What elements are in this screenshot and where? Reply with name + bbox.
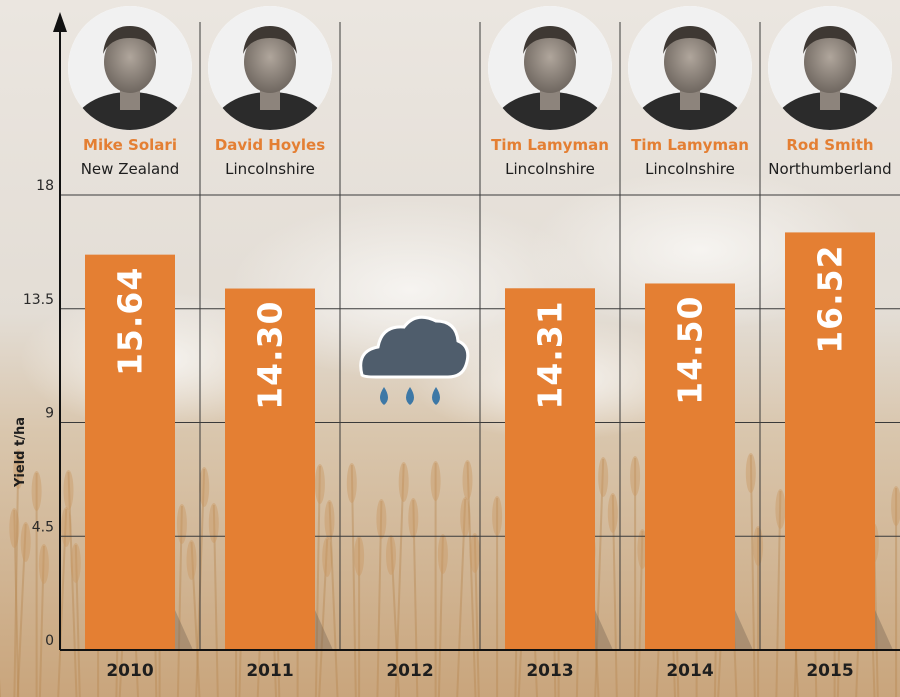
y-tick-label: 9 [45,406,54,422]
person-location: Northumberland [768,160,891,178]
person-card: Mike Solari New Zealand [68,6,192,178]
person-card: Tim Lamyman Lincolnshire [628,6,752,178]
x-tick-label: 2010 [106,661,153,681]
person-location: New Zealand [81,160,180,178]
portrait-photo [768,6,892,130]
portrait-photo [208,6,332,130]
bar-value-label: 14.31 [531,300,570,409]
y-tick-label: 0 [45,633,54,649]
bar-shadow [875,610,893,650]
x-axis-labels: 2010 2011 2012 2013 2014 2015 [106,661,853,681]
y-tick-label: 4.5 [32,519,54,535]
y-axis-arrow-icon [53,12,67,32]
bar-shadow [175,610,193,650]
person-card: Rod Smith Northumberland [768,6,892,178]
bar-group: 16.52 [785,232,893,650]
person-name: Tim Lamyman [631,136,749,154]
y-axis-label: Yield t/ha [13,417,28,488]
portrait-photo [488,6,612,130]
x-tick-label: 2015 [806,661,853,681]
bar [225,288,315,650]
people-row: Mike Solari New Zealand David Hoyles Lincol… [68,6,892,178]
person-name: Tim Lamyman [491,136,609,154]
x-tick-label: 2011 [246,661,293,681]
bar-value-label: 14.50 [671,295,710,404]
bar [505,288,595,650]
bar-value-label: 16.52 [811,244,850,353]
bar [785,232,875,650]
person-location: Lincolnshire [505,160,595,178]
x-tick-label: 2014 [666,661,713,681]
person-card: Tim Lamyman Lincolnshire [488,6,612,178]
bar [645,283,735,650]
x-tick-label: 2012 [386,661,433,681]
bar-shadow [595,610,613,650]
person-name: Rod Smith [786,136,873,154]
rain-cloud-icon [359,315,470,405]
y-tick-label: 18 [36,178,54,194]
person-name: Mike Solari [83,136,177,154]
bar-shadow [315,610,333,650]
person-card: David Hoyles Lincolnshire [208,6,332,178]
portrait-photo [628,6,752,130]
bars: 15.64 14.30 14.31 14.50 16.52 [85,232,893,650]
person-location: Lincolnshire [645,160,735,178]
bar [85,254,175,650]
bar-group: 14.30 [225,288,333,650]
bar-value-label: 14.30 [251,301,290,410]
grid [60,22,900,650]
bar-group: 15.64 [85,254,193,650]
bar-group: 14.50 [645,283,753,650]
y-tick-label: 13.5 [23,292,54,308]
bar-value-label: 15.64 [111,267,150,376]
x-tick-label: 2013 [526,661,573,681]
bar-group: 14.31 [505,288,613,650]
bar-shadow [735,610,753,650]
person-location: Lincolnshire [225,160,315,178]
y-axis-ticks: 0 4.5 9 13.5 18 [23,178,54,649]
raindrop-icon [380,387,440,405]
portrait-photo [68,6,192,130]
person-name: David Hoyles [215,136,325,154]
